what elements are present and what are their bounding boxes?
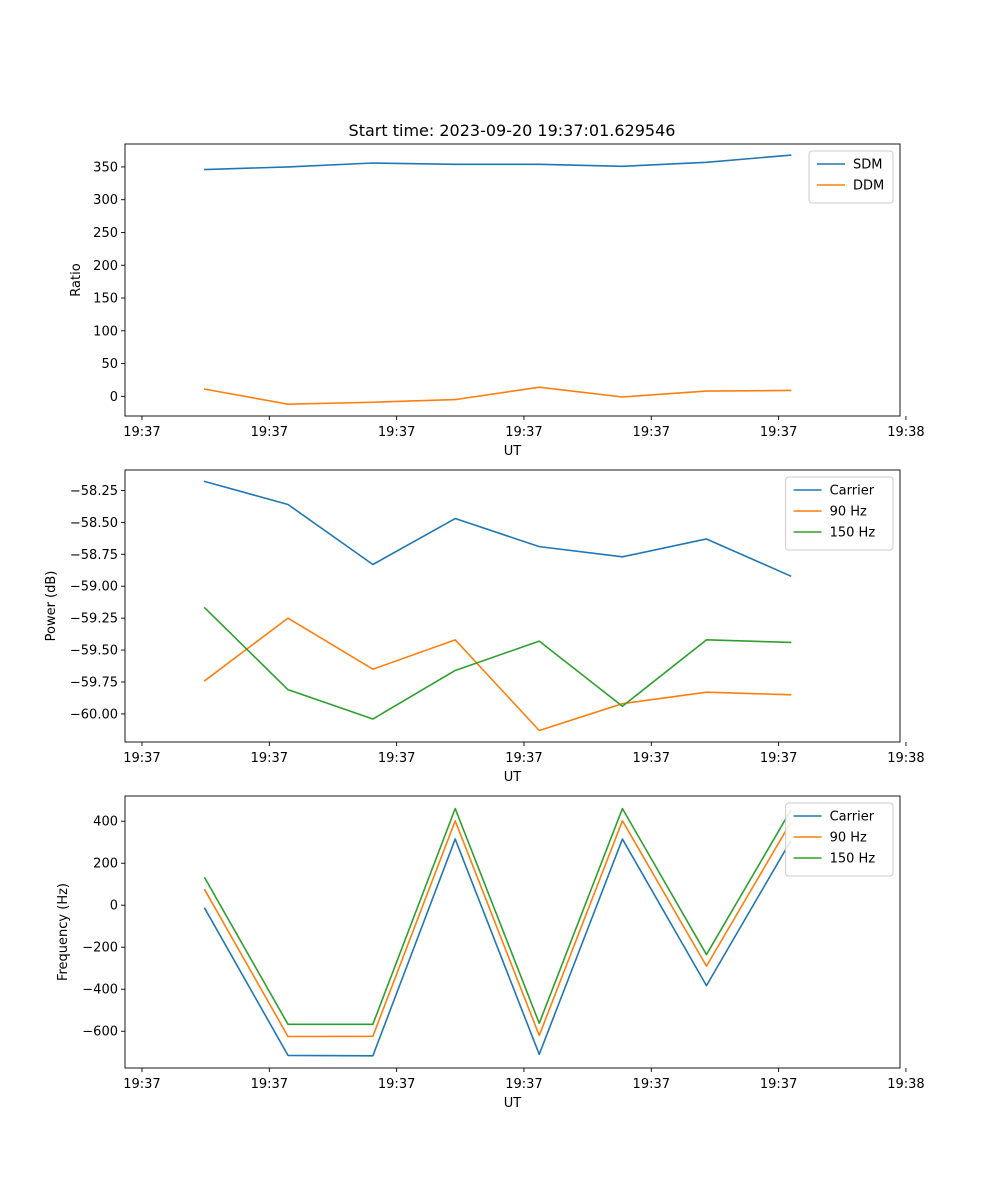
x-tick-label: 19:37 [123,1077,160,1092]
x-tick-label: 19:37 [633,1077,670,1092]
x-tick-label: 19:37 [760,751,797,766]
y-axis-label: Power (dB) [44,571,59,642]
y-tick-label: −59.00 [70,580,118,595]
x-tick-label: 19:37 [505,1077,542,1092]
figure-title: Start time: 2023-09-20 19:37:01.629546 [349,121,676,140]
axes-frame [124,469,901,743]
y-tick-label: −60.00 [70,707,118,722]
x-tick-label: 19:37 [378,425,415,440]
y-tick-label: 200 [93,259,118,274]
x-tick-label: 19:38 [887,751,924,766]
series-line-150-hz [203,807,792,1026]
x-tick-label: 19:38 [887,1077,924,1092]
y-tick-label: 200 [93,857,118,872]
y-tick-label: 400 [93,815,118,830]
x-tick-label: 19:37 [633,425,670,440]
y-tick-label: 250 [93,226,118,241]
legend: SDM DDM [808,150,894,204]
chart-ratio: 19:37 19:37 19:37 19:37 19:37 19:37 19:38 0 50 10… [69,143,925,459]
x-tick-label: 19:37 [505,751,542,766]
x-tick-label: 19:37 [760,425,797,440]
y-tick-label: −59.25 [70,612,118,627]
x-tick-label: 19:37 [123,751,160,766]
legend: Carrier 90 Hz 150 Hz [785,476,894,551]
y-tick-label: −58.25 [70,484,118,499]
y-axis-label: Ratio [69,263,84,296]
x-tick-label: 19:37 [505,425,542,440]
series-line-ddm [203,386,792,406]
y-tick-label: 50 [101,357,118,372]
x-tick-label: 19:37 [633,751,670,766]
y-tick-label: 0 [110,899,118,914]
series-line-carrier [203,838,792,1057]
y-axis-label: Frequency (Hz) [56,883,71,981]
y-tick-label: −58.50 [70,516,118,531]
chart-power: 19:37 19:37 19:37 19:37 19:37 19:37 19:38 −60.0… [44,469,925,785]
x-tick-label: 19:37 [251,751,288,766]
axes-frame [124,795,901,1069]
y-tick-label: −59.50 [70,644,118,659]
axes-frame [124,143,901,417]
series-line-90-hz [203,617,792,732]
legend-label: 90 Hz [830,505,867,520]
y-tick-label: −58.75 [70,548,118,563]
y-tick-label: 150 [93,292,118,307]
series-line-150-hz [203,606,792,720]
y-tick-label: −600 [82,1025,118,1040]
legend-label: 150 Hz [830,526,876,541]
panels: 19:37 19:37 19:37 19:37 19:37 19:37 19:38 0 50 10… [44,143,925,1111]
x-tick-label: 19:37 [378,751,415,766]
legend-label: Carrier [830,484,875,499]
x-tick-label: 19:37 [378,1077,415,1092]
x-axis-label: UT [504,770,522,785]
series-line-carrier [203,480,792,578]
series-line-sdm [203,154,792,171]
series-line-90-hz [203,819,792,1038]
chart-frequency: 19:37 19:37 19:37 19:37 19:37 19:37 19:38 −600 −… [56,795,925,1111]
x-tick-label: 19:37 [760,1077,797,1092]
x-tick-label: 19:37 [251,1077,288,1092]
y-tick-label: 300 [93,193,118,208]
y-tick-label: 0 [110,390,118,405]
legend-label: Carrier [830,810,875,825]
legend-label: 90 Hz [830,831,867,846]
y-tick-label: 100 [93,324,118,339]
y-tick-label: 350 [93,160,118,175]
y-tick-label: −59.75 [70,675,118,690]
x-tick-label: 19:37 [123,425,160,440]
legend-label: 150 Hz [830,852,876,867]
x-axis-label: UT [504,444,522,459]
x-tick-label: 19:37 [251,425,288,440]
y-tick-label: −200 [82,941,118,956]
y-tick-label: −400 [82,983,118,998]
legend-label: SDM [853,158,882,173]
x-axis-label: UT [504,1096,522,1111]
legend: Carrier 90 Hz 150 Hz [785,802,894,877]
legend-label: DDM [853,179,884,194]
x-tick-label: 19:38 [887,425,924,440]
